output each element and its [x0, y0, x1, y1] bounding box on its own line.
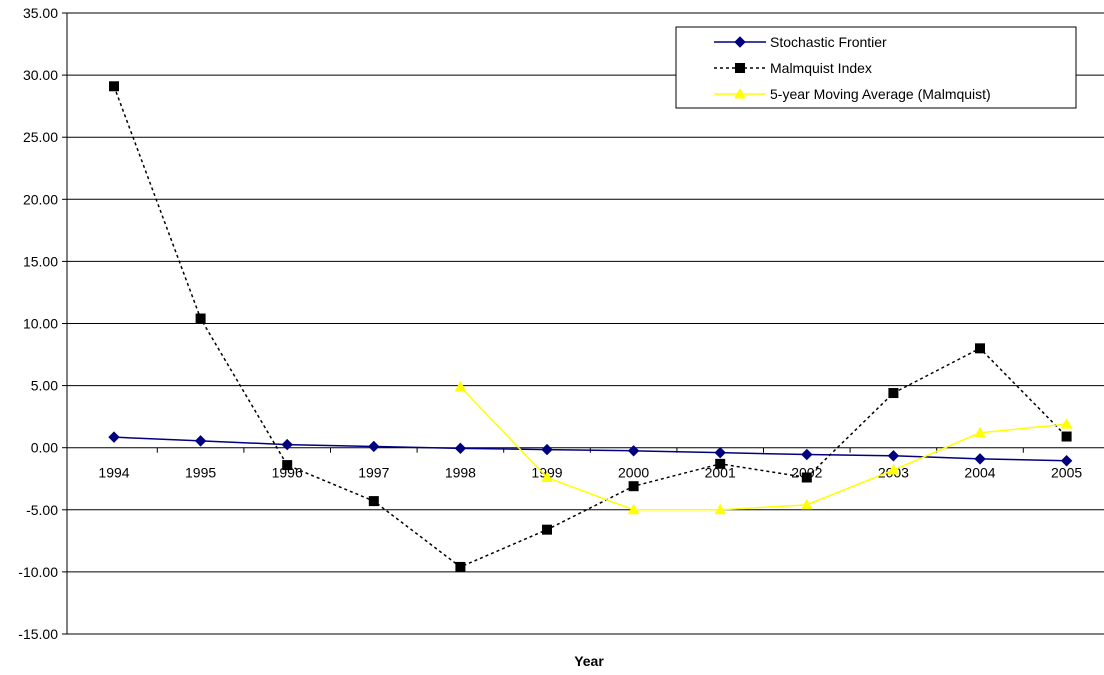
legend: Stochastic Frontier Malmquist Index 5-year… [675, 26, 1077, 109]
x-axis-label: Year [574, 653, 604, 669]
data-point [974, 453, 986, 465]
data-point [281, 438, 293, 451]
data-point [714, 503, 727, 515]
legend-label: Malmquist Index [770, 60, 872, 76]
y-tick-label: 15.00 [23, 253, 58, 269]
y-tick-label: 35.00 [23, 5, 58, 21]
data-point [1060, 455, 1073, 467]
data-point [454, 442, 467, 455]
gridlines [62, 12, 1104, 635]
series-malmquist-index [109, 81, 1072, 572]
x-tick-label: 1998 [445, 465, 476, 481]
data-point [194, 435, 207, 447]
data-point [454, 380, 467, 392]
data-point [1060, 418, 1073, 429]
data-point [109, 81, 119, 92]
data-point [627, 503, 640, 515]
y-tick-label: 20.00 [23, 191, 58, 207]
legend-marker [734, 87, 746, 99]
data-point [455, 561, 466, 572]
y-tick-label: -10.00 [18, 564, 58, 580]
data-point [887, 450, 900, 462]
data-point [800, 498, 813, 510]
x-tick-label: 2001 [705, 465, 736, 481]
data-point [368, 440, 380, 453]
x-tick-label: 1994 [98, 465, 129, 481]
data-point [542, 524, 552, 535]
legend-label: Stochastic Frontier [770, 34, 887, 50]
y-tick-label: 30.00 [23, 67, 58, 83]
x-tick-label: 2004 [964, 465, 995, 481]
series-line [113, 436, 1067, 462]
data-point [108, 431, 120, 443]
data-point [715, 458, 726, 469]
data-point [195, 313, 206, 324]
data-point [974, 426, 986, 438]
series-line [459, 386, 1067, 511]
series-5-year-moving-average-malmquist [454, 380, 1073, 515]
y-tick-label: 0.00 [31, 440, 58, 456]
data-point [887, 464, 900, 475]
data-point [1061, 431, 1072, 442]
y-tick-label: -5.00 [26, 502, 58, 518]
data-point [541, 471, 553, 483]
series-group [108, 81, 1073, 572]
data-point [627, 445, 640, 457]
data-point [368, 496, 379, 507]
x-tick-label: 1995 [185, 465, 216, 481]
series-line [113, 86, 1068, 568]
series-stochastic-frontier [108, 431, 1073, 467]
data-point [628, 481, 639, 492]
data-point [282, 460, 293, 471]
legend-label: 5-year Moving Average (Malmquist) [770, 86, 991, 102]
legend-marker [734, 36, 746, 48]
data-point [714, 446, 726, 459]
y-axis-ticks: 35.00 30.00 25.00 20.00 15.00 10.00 5.00 0.00 -5… [18, 5, 58, 642]
x-tick-label: 2000 [618, 465, 649, 481]
data-point [975, 343, 985, 354]
y-tick-label: -15.00 [18, 626, 58, 642]
y-tick-label: 10.00 [23, 316, 58, 332]
x-tick-label: 2005 [1051, 465, 1082, 481]
data-point [801, 448, 813, 461]
x-tick-label: 1997 [358, 465, 389, 481]
data-point [541, 443, 553, 456]
y-tick-label: 25.00 [23, 129, 58, 145]
legend-marker [735, 63, 745, 73]
data-point [888, 388, 899, 399]
y-tick-label: 5.00 [31, 378, 58, 394]
data-point [801, 472, 812, 483]
